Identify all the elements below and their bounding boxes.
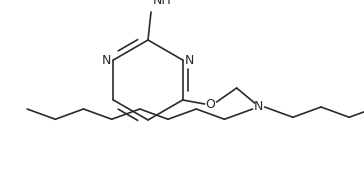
Text: N: N	[185, 54, 194, 67]
Text: NH: NH	[153, 0, 172, 7]
Text: 2: 2	[170, 0, 175, 2]
Text: N: N	[102, 54, 111, 67]
Text: N: N	[254, 100, 263, 112]
Text: O: O	[206, 98, 215, 111]
